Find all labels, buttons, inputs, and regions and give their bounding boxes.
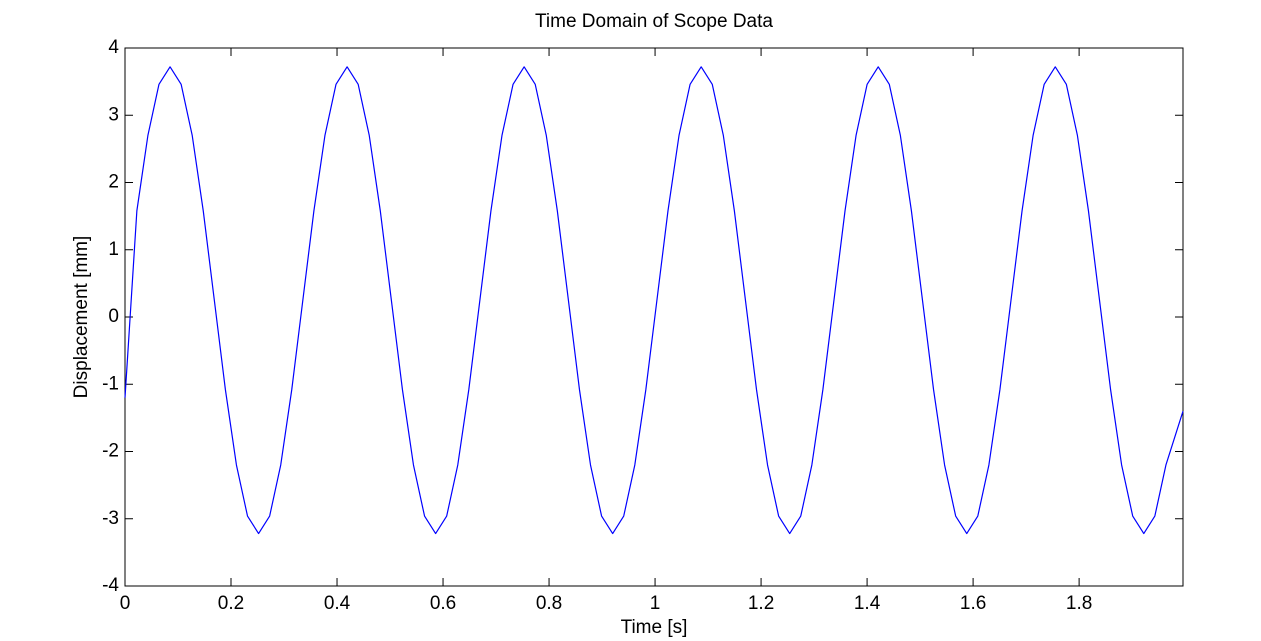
y-tick-label: -4 bbox=[102, 575, 119, 596]
line-series bbox=[124, 66, 1184, 535]
x-tick-label: 1 bbox=[650, 593, 661, 614]
x-tick-label: 1.6 bbox=[960, 593, 986, 614]
x-tick-label: 1.2 bbox=[748, 593, 774, 614]
y-axis-label: Displacement [mm] bbox=[71, 236, 92, 399]
x-tick-label: 0.6 bbox=[430, 593, 456, 614]
y-tick-label: 0 bbox=[108, 306, 119, 327]
y-tick-label: -3 bbox=[102, 508, 119, 529]
x-tick-label: 0 bbox=[120, 593, 131, 614]
x-axis-label: Time [s] bbox=[621, 617, 688, 638]
chart-title: Time Domain of Scope Data bbox=[535, 11, 773, 32]
y-tick-label: -1 bbox=[102, 373, 119, 394]
x-tick-label: 1.4 bbox=[854, 593, 881, 614]
y-tick-label: 3 bbox=[108, 104, 119, 125]
y-tick-label: 2 bbox=[108, 172, 119, 193]
x-tick-label: 0.4 bbox=[324, 593, 351, 614]
x-tick-label: 0.8 bbox=[536, 593, 562, 614]
x-tick-label: 1.8 bbox=[1066, 593, 1092, 614]
y-tick-label: 4 bbox=[108, 37, 119, 58]
y-tick-label: 1 bbox=[108, 239, 119, 260]
x-tick-label: 0.2 bbox=[218, 593, 244, 614]
y-tick-label: -2 bbox=[102, 441, 119, 462]
